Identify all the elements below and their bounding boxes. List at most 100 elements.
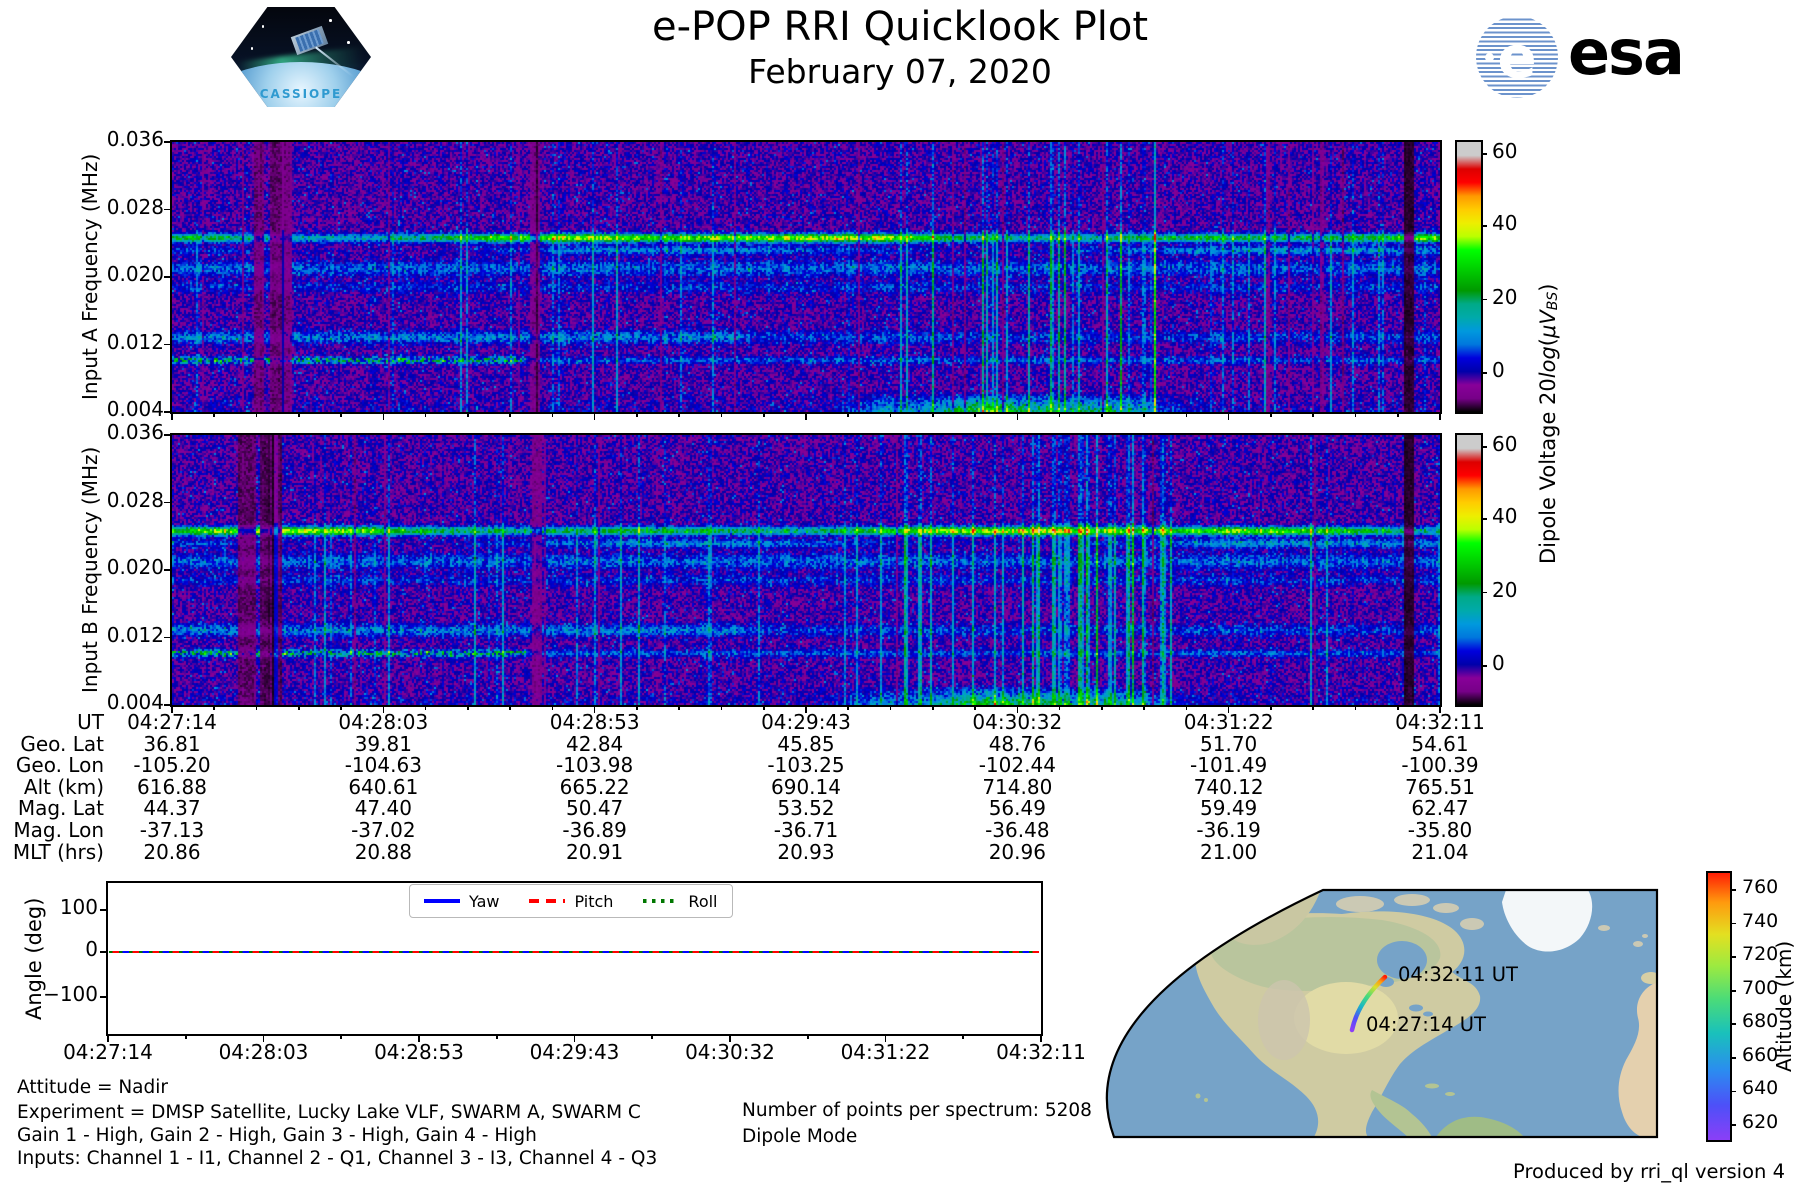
colorbar-tick-mark xyxy=(1481,518,1487,521)
time-minor-tick-mark xyxy=(1143,412,1145,417)
time-tick-mark xyxy=(593,412,596,420)
time-minor-tick-mark xyxy=(636,705,638,710)
colorbar-tick-mark xyxy=(1481,372,1487,374)
angle-ytick-mark xyxy=(100,909,108,911)
spectrogram-b-image xyxy=(172,435,1440,705)
angle-time-tick xyxy=(107,1034,109,1042)
time-tick-mark xyxy=(1016,412,1019,420)
ephemeris-value: -105.20 xyxy=(133,753,211,778)
time-minor-tick-mark xyxy=(1185,412,1188,417)
page-date: February 07, 2020 xyxy=(748,52,1052,91)
freq-tick-mark xyxy=(164,704,172,706)
dipole-mode-note: Dipole Mode xyxy=(742,1126,858,1147)
time-minor-tick-mark xyxy=(932,705,934,710)
ephemeris-value: 640.61 xyxy=(348,774,419,799)
angle-time-label: 04:31:22 xyxy=(840,1040,931,1064)
altitude-tick-mark xyxy=(1730,1124,1736,1126)
time-minor-tick-mark xyxy=(1185,705,1188,710)
angle-ytick-label: 0 xyxy=(85,937,98,961)
time-minor-tick-mark xyxy=(551,412,554,417)
time-minor-tick-mark xyxy=(889,705,892,710)
ephemeris-value: -103.25 xyxy=(767,753,845,778)
time-minor-tick-mark xyxy=(1058,705,1061,710)
freq-tick-mark xyxy=(164,343,172,346)
time-tick-mark xyxy=(1227,705,1230,713)
time-minor-tick-mark xyxy=(1354,412,1357,417)
altitude-tick-label: 620 xyxy=(1742,1110,1779,1133)
altitude-tick-mark xyxy=(1730,889,1736,891)
esa-globe-letter: e xyxy=(1497,23,1537,91)
ephemeris-value: 04:28:53 xyxy=(549,710,640,734)
spectrogram-a-frame xyxy=(170,140,1442,414)
angle-time-tick xyxy=(1040,1034,1042,1042)
ephemeris-value: -102.44 xyxy=(978,753,1056,778)
angle-minor-tick xyxy=(962,1034,965,1039)
time-minor-tick-mark xyxy=(298,412,300,417)
freq-tick-mark xyxy=(164,501,172,504)
time-tick-mark xyxy=(593,705,596,713)
star-dot xyxy=(261,25,265,28)
freq-tick-label: 0.004 xyxy=(106,397,164,421)
time-minor-tick-mark xyxy=(1058,412,1061,417)
legend-label: Pitch xyxy=(574,891,614,911)
ephemeris-value: 59.49 xyxy=(1200,796,1258,821)
altitude-tick-mark xyxy=(1730,1057,1736,1059)
colorbar-tick-label: 0 xyxy=(1492,650,1505,675)
time-minor-tick-mark xyxy=(1143,705,1145,710)
angle-minor-tick xyxy=(340,1034,343,1039)
ephemeris-row-label: Geo. Lon xyxy=(15,753,104,778)
legend-label: Yaw xyxy=(469,891,500,911)
time-minor-tick-mark xyxy=(255,412,258,417)
ephemeris-value: 39.81 xyxy=(354,731,412,756)
ephemeris-value: 765.51 xyxy=(1405,774,1475,799)
altitude-tick-label: 660 xyxy=(1742,1043,1779,1066)
ephemeris-row-label: Geo. Lat xyxy=(20,731,104,756)
freq-tick-label: 0.036 xyxy=(106,127,164,151)
angle-time-label: 04:28:03 xyxy=(218,1040,309,1064)
cassiope-mission-patch: CASSIOPE xyxy=(228,4,374,110)
altitude-tick-label: 720 xyxy=(1742,943,1779,966)
cassiope-satellite-graphic xyxy=(290,25,354,78)
legend-item-roll: Roll xyxy=(643,892,718,911)
star-dot xyxy=(347,41,350,44)
ephemeris-value: 48.76 xyxy=(988,731,1046,756)
ephemeris-row-label: MLT (hrs) xyxy=(12,839,104,864)
time-minor-tick-mark xyxy=(932,412,934,417)
freq-tick-mark xyxy=(164,141,172,143)
time-minor-tick-mark xyxy=(720,412,723,417)
ephemeris-value: 47.40 xyxy=(354,796,412,821)
altitude-tick-label: 640 xyxy=(1742,1077,1779,1100)
colorbar-label: Dipole Voltage 20log(μVBS) xyxy=(1536,142,1570,705)
ephemeris-row-label: Mag. Lat xyxy=(17,796,104,821)
freq-tick-mark xyxy=(164,411,172,413)
attitude-note: Attitude = Nadir xyxy=(17,1077,169,1098)
time-tick-mark xyxy=(171,412,173,420)
inputs-note: Inputs: Channel 1 - I1, Channel 2 - Q1, … xyxy=(17,1148,658,1169)
freq-tick-label: 0.012 xyxy=(106,329,164,354)
page-title: e-POP RRI Quicklook Plot xyxy=(651,4,1148,50)
freq-tick-mark xyxy=(164,434,172,436)
angle-ytick-label: −100 xyxy=(43,982,98,1006)
time-minor-tick-mark xyxy=(847,705,850,710)
time-tick-mark xyxy=(1016,705,1019,713)
angle-ytick-label: 100 xyxy=(59,895,98,919)
colorbar-label-prefix: Dipole Voltage 20 xyxy=(1536,377,1560,564)
points-per-spectrum-note: Number of points per spectrum: 5208 xyxy=(742,1100,1092,1121)
ephemeris-value: 665.22 xyxy=(559,774,630,799)
angle-time-tick xyxy=(729,1034,731,1042)
angle-time-label: 04:29:43 xyxy=(529,1040,620,1064)
time-tick-mark xyxy=(1439,705,1441,713)
ephemeris-value: -36.71 xyxy=(773,818,839,842)
ephemeris-value: 04:32:11 xyxy=(1395,710,1485,734)
time-tick-mark xyxy=(382,412,385,420)
time-minor-tick-mark xyxy=(889,412,892,417)
ephemeris-value: 20.96 xyxy=(988,839,1046,864)
ephemeris-value: -36.19 xyxy=(1196,818,1261,842)
altitude-tick-mark xyxy=(1730,1090,1736,1093)
freq-tick-mark xyxy=(164,208,172,211)
ephemeris-value: 20.93 xyxy=(777,839,835,864)
freq-tick-label: 0.012 xyxy=(106,622,164,647)
angle-minor-tick xyxy=(495,1034,498,1039)
altitude-tick-label: 740 xyxy=(1742,909,1779,932)
ephemeris-value: 36.81 xyxy=(143,731,201,756)
